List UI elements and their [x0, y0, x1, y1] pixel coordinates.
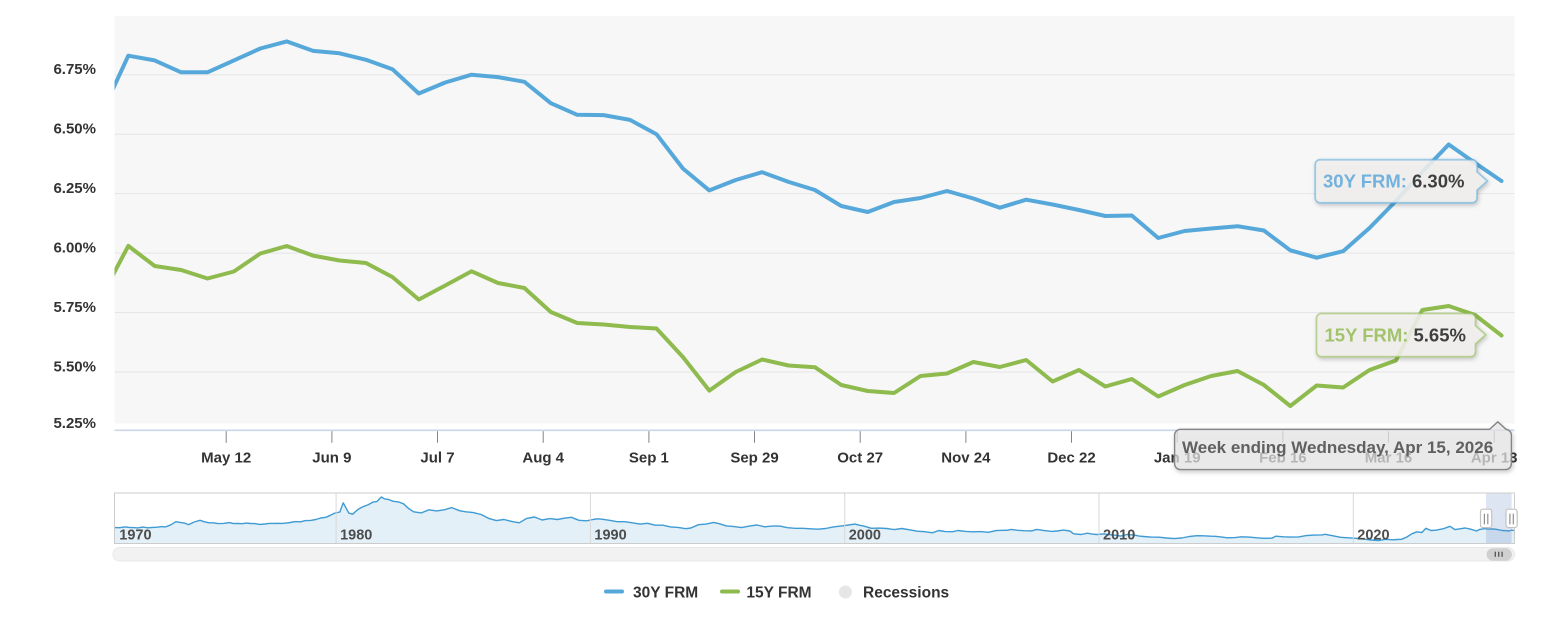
svg-text:1980: 1980	[340, 527, 372, 543]
svg-text:1970: 1970	[119, 527, 151, 543]
svg-text:Sep 1: Sep 1	[629, 450, 669, 467]
svg-text:6.75%: 6.75%	[53, 61, 96, 78]
svg-text:Week ending Wednesday, Apr 15,: Week ending Wednesday, Apr 15, 2026	[1182, 438, 1493, 457]
svg-text:1990: 1990	[594, 527, 626, 543]
svg-text:Jun 9: Jun 9	[312, 450, 351, 467]
svg-text:5.65%: 5.65%	[1414, 324, 1466, 345]
svg-text:2010: 2010	[1103, 527, 1135, 543]
svg-text:Oct 27: Oct 27	[837, 450, 883, 467]
svg-text:Dec 22: Dec 22	[1047, 450, 1095, 467]
svg-text:5.50%: 5.50%	[53, 359, 96, 376]
svg-text:30Y FRM:: 30Y FRM:	[1323, 170, 1407, 191]
svg-text:Nov 24: Nov 24	[941, 450, 991, 467]
svg-text:5.75%: 5.75%	[53, 299, 96, 316]
svg-text:15Y FRM: 15Y FRM	[746, 584, 811, 601]
svg-text:Aug 4: Aug 4	[522, 450, 564, 467]
svg-text:Recessions: Recessions	[863, 584, 949, 601]
svg-text:2020: 2020	[1357, 527, 1389, 543]
svg-text:May 12: May 12	[201, 450, 251, 467]
svg-text:Jul 7: Jul 7	[420, 450, 454, 467]
svg-text:30Y FRM: 30Y FRM	[633, 584, 698, 601]
svg-text:15Y FRM:: 15Y FRM:	[1325, 324, 1409, 345]
svg-text:5.25%: 5.25%	[53, 415, 96, 432]
svg-text:6.30%: 6.30%	[1412, 170, 1464, 191]
svg-text:6.00%: 6.00%	[53, 240, 96, 257]
svg-text:6.50%: 6.50%	[53, 121, 96, 138]
svg-text:6.25%: 6.25%	[53, 180, 96, 197]
svg-text:2000: 2000	[849, 527, 881, 543]
svg-text:Sep 29: Sep 29	[730, 450, 778, 467]
